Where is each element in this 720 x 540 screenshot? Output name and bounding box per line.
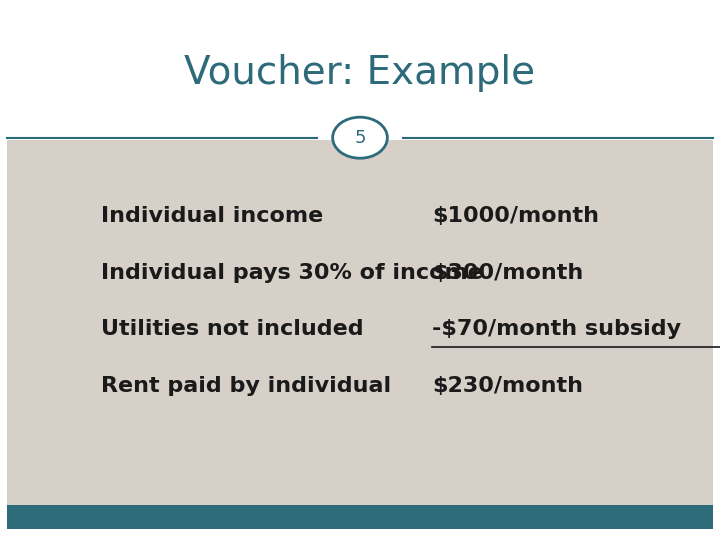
Text: $1000/month: $1000/month	[432, 206, 599, 226]
FancyBboxPatch shape	[7, 11, 713, 140]
Text: 5: 5	[354, 129, 366, 147]
Text: Utilities not included: Utilities not included	[101, 319, 364, 340]
Text: $300/month: $300/month	[432, 262, 583, 283]
Text: Voucher: Example: Voucher: Example	[184, 54, 536, 92]
FancyBboxPatch shape	[7, 505, 713, 529]
FancyBboxPatch shape	[7, 140, 713, 529]
Text: -$70/month subsidy: -$70/month subsidy	[432, 319, 681, 340]
Text: Individual pays 30% of income: Individual pays 30% of income	[101, 262, 482, 283]
Circle shape	[333, 117, 387, 158]
Text: $230/month: $230/month	[432, 376, 583, 396]
Text: Rent paid by individual: Rent paid by individual	[101, 376, 391, 396]
Text: Individual income: Individual income	[101, 206, 323, 226]
